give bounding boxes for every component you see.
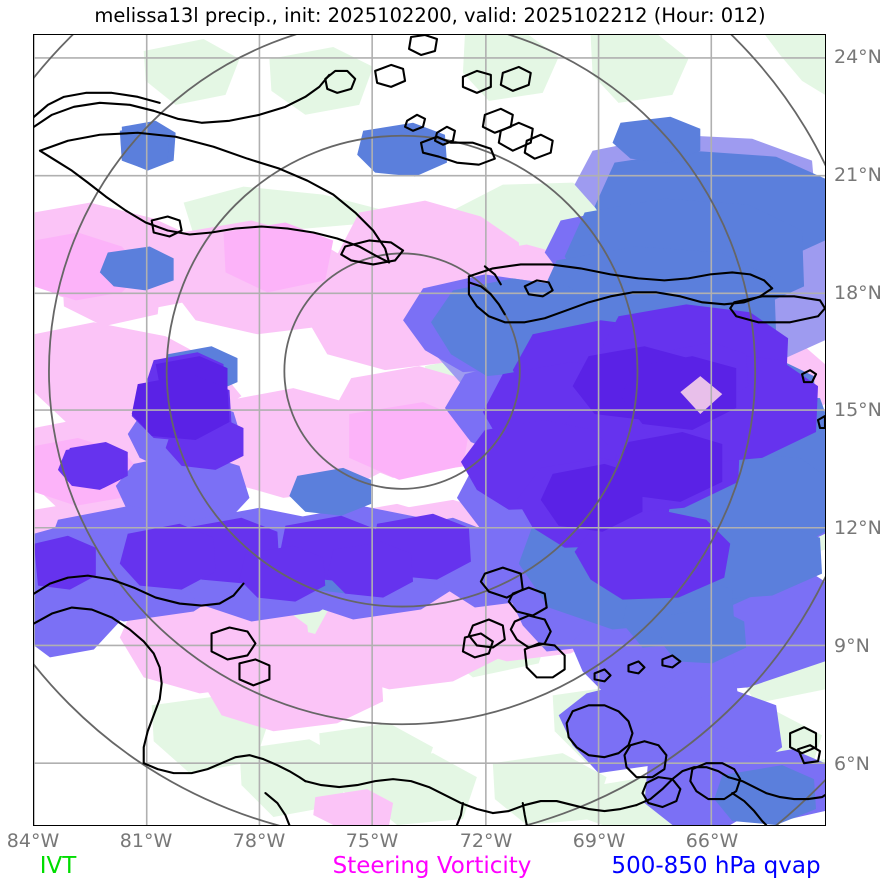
xtick-label: 72°W xyxy=(459,830,513,852)
ytick-label: 12°N xyxy=(834,517,882,539)
xtick-label: 69°W xyxy=(572,830,626,852)
legend: IVT Steering Vorticity 500-850 hPa qvap xyxy=(0,853,894,887)
legend-item-qvap: 500-850 hPa qvap xyxy=(611,853,821,879)
ytick-label: 15°N xyxy=(834,399,882,421)
range-rings xyxy=(34,35,825,825)
page-title: melissa13l precip., init: 2025102200, va… xyxy=(94,4,766,27)
xtick-label: 81°W xyxy=(119,830,173,852)
legend-item-ivt: IVT xyxy=(39,853,77,879)
xtick-label: 78°W xyxy=(232,830,286,852)
ytick-label: 6°N xyxy=(834,753,870,775)
ytick-label: 21°N xyxy=(834,164,882,186)
qvap-contour-fill-darkest xyxy=(131,346,737,532)
ytick-label: 9°N xyxy=(834,635,870,657)
xtick-label: 75°W xyxy=(345,830,399,852)
map-gridlines xyxy=(34,35,825,825)
xtick-label: 84°W xyxy=(6,830,60,852)
map-axes[interactable] xyxy=(33,34,826,826)
ytick-label: 18°N xyxy=(834,282,882,304)
legend-item-steering-vorticity: Steering Vorticity xyxy=(332,853,532,879)
xtick-label: 66°W xyxy=(685,830,739,852)
coastlines xyxy=(34,35,825,825)
ytick-label: 24°N xyxy=(834,46,882,68)
map-plot-area[interactable] xyxy=(34,35,825,825)
